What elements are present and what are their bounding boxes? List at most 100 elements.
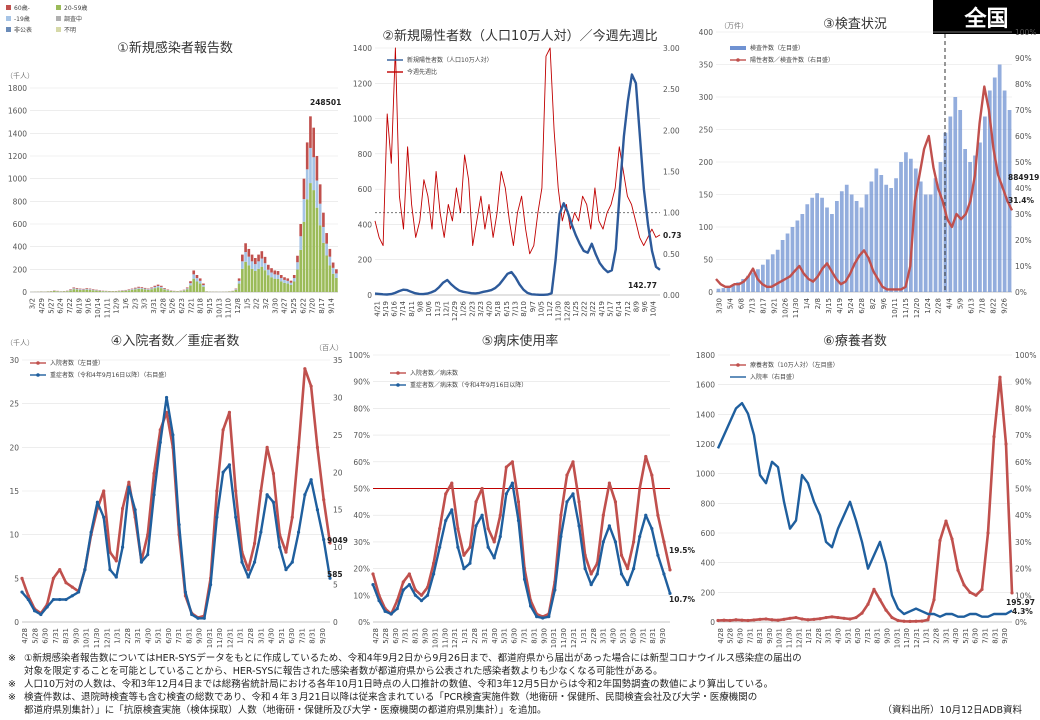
x-tick-label: 10/14 — [94, 297, 102, 318]
x-tick-label: 1/26 — [460, 300, 468, 316]
x-tick-label: 3/15 — [825, 298, 833, 314]
x-tick-label: 9/30 — [884, 628, 892, 644]
bar — [289, 284, 293, 292]
bar — [286, 278, 290, 281]
bar — [134, 287, 137, 289]
x-tick-label: 9/21 — [770, 298, 778, 314]
bar — [292, 278, 296, 282]
y2-tick-label: 2.50 — [663, 85, 680, 94]
x-tick-label: 9/15 — [206, 298, 214, 314]
series-marker — [252, 541, 257, 545]
bar — [185, 289, 189, 292]
x-tick-label: 8/11 — [408, 301, 416, 317]
bar — [315, 156, 319, 181]
x-tick-label: 10/26 — [781, 297, 789, 318]
bar — [150, 289, 153, 292]
series-marker — [794, 615, 798, 620]
series-marker — [462, 553, 466, 557]
x-tick-label: 1/24 — [924, 297, 932, 313]
series-marker — [221, 428, 225, 432]
series-marker — [872, 587, 876, 591]
series-marker — [504, 492, 508, 496]
series-marker — [1004, 442, 1008, 446]
legend-label: 重症者数（令和4年9月16日以降）（右目盛） — [50, 371, 170, 379]
y-tick-label: 1600 — [696, 381, 715, 390]
x-tick-label: 8/18 — [197, 298, 205, 314]
bar — [328, 256, 332, 266]
y2-unit-label: （百人） — [315, 344, 343, 352]
bar — [95, 290, 98, 292]
bar — [156, 284, 160, 286]
bar — [85, 288, 89, 290]
bar — [299, 249, 303, 292]
y-tick-label: 90% — [353, 378, 370, 387]
bar — [889, 188, 893, 292]
y-tick-label: 70% — [353, 431, 370, 440]
series-marker — [806, 618, 810, 622]
bar — [137, 288, 140, 292]
series-marker — [474, 524, 478, 528]
y2-tick-label: 2.00 — [663, 126, 680, 135]
x-tick-label: 5/25 — [290, 298, 298, 314]
series-marker — [908, 619, 912, 624]
x-tick-label: 6/22 — [299, 298, 307, 314]
series-marker — [120, 545, 125, 549]
x-tick-label: 4/30 — [952, 628, 960, 644]
y2-tick-label: 90% — [1015, 54, 1032, 63]
series-marker — [968, 590, 972, 594]
x-tick-label: 1/31 — [923, 628, 931, 644]
bar — [266, 275, 270, 292]
series-marker — [644, 513, 648, 517]
series-marker — [498, 534, 502, 539]
series-marker — [932, 598, 936, 602]
bar — [276, 274, 280, 280]
x-tick-label: 3/31 — [825, 628, 833, 644]
x-tick-label: 2/28 — [933, 628, 941, 644]
legend-label: 調査中 — [64, 15, 82, 23]
bar — [72, 289, 76, 292]
x-tick-label: 11/2 — [546, 301, 554, 317]
bar — [309, 147, 312, 184]
series-marker — [486, 526, 490, 531]
x-tick-label: 4/30 — [835, 628, 843, 644]
x-tick-label: 7/18 — [979, 298, 987, 314]
series-marker — [215, 515, 219, 519]
y-tick-label: 1200 — [8, 152, 27, 161]
bar — [266, 264, 270, 270]
x-tick-label: 5/9 — [957, 298, 965, 309]
bar — [134, 288, 137, 290]
bar — [153, 288, 157, 292]
series-marker — [650, 526, 654, 531]
y2-tick-label: 100% — [1015, 351, 1036, 360]
bar — [292, 275, 296, 279]
bar — [322, 212, 325, 227]
x-tick-label: 9/6 — [880, 297, 888, 309]
x-tick-label: 2/28 — [590, 628, 598, 644]
legend-label: 20-59歳 — [64, 4, 87, 12]
y-tick-label: 25 — [9, 400, 19, 409]
series-marker — [401, 580, 405, 584]
series-marker — [486, 545, 490, 549]
y-tick-label: 0 — [367, 291, 372, 300]
bar — [231, 291, 234, 292]
series-marker — [58, 568, 62, 572]
bar — [938, 162, 943, 292]
series-marker — [419, 593, 424, 597]
series-marker — [986, 531, 990, 535]
series-marker — [152, 471, 156, 476]
bar — [879, 175, 884, 292]
series-marker — [89, 530, 93, 534]
bar — [244, 243, 247, 253]
source-note: （資料出所）10月12日ADB資料 — [882, 705, 1022, 716]
bar — [189, 281, 192, 284]
x-tick-label: 8/31 — [530, 628, 538, 644]
bar — [309, 183, 312, 292]
series-marker — [413, 593, 418, 597]
x-tick-label: 6/23 — [178, 298, 186, 314]
x-tick-label: 9/30 — [659, 628, 667, 644]
bar — [254, 270, 257, 292]
series-marker — [848, 617, 852, 621]
series-marker — [510, 460, 515, 464]
x-tick-label: 2/28 — [124, 628, 132, 644]
x-tick-label: 7/31 — [175, 628, 183, 644]
